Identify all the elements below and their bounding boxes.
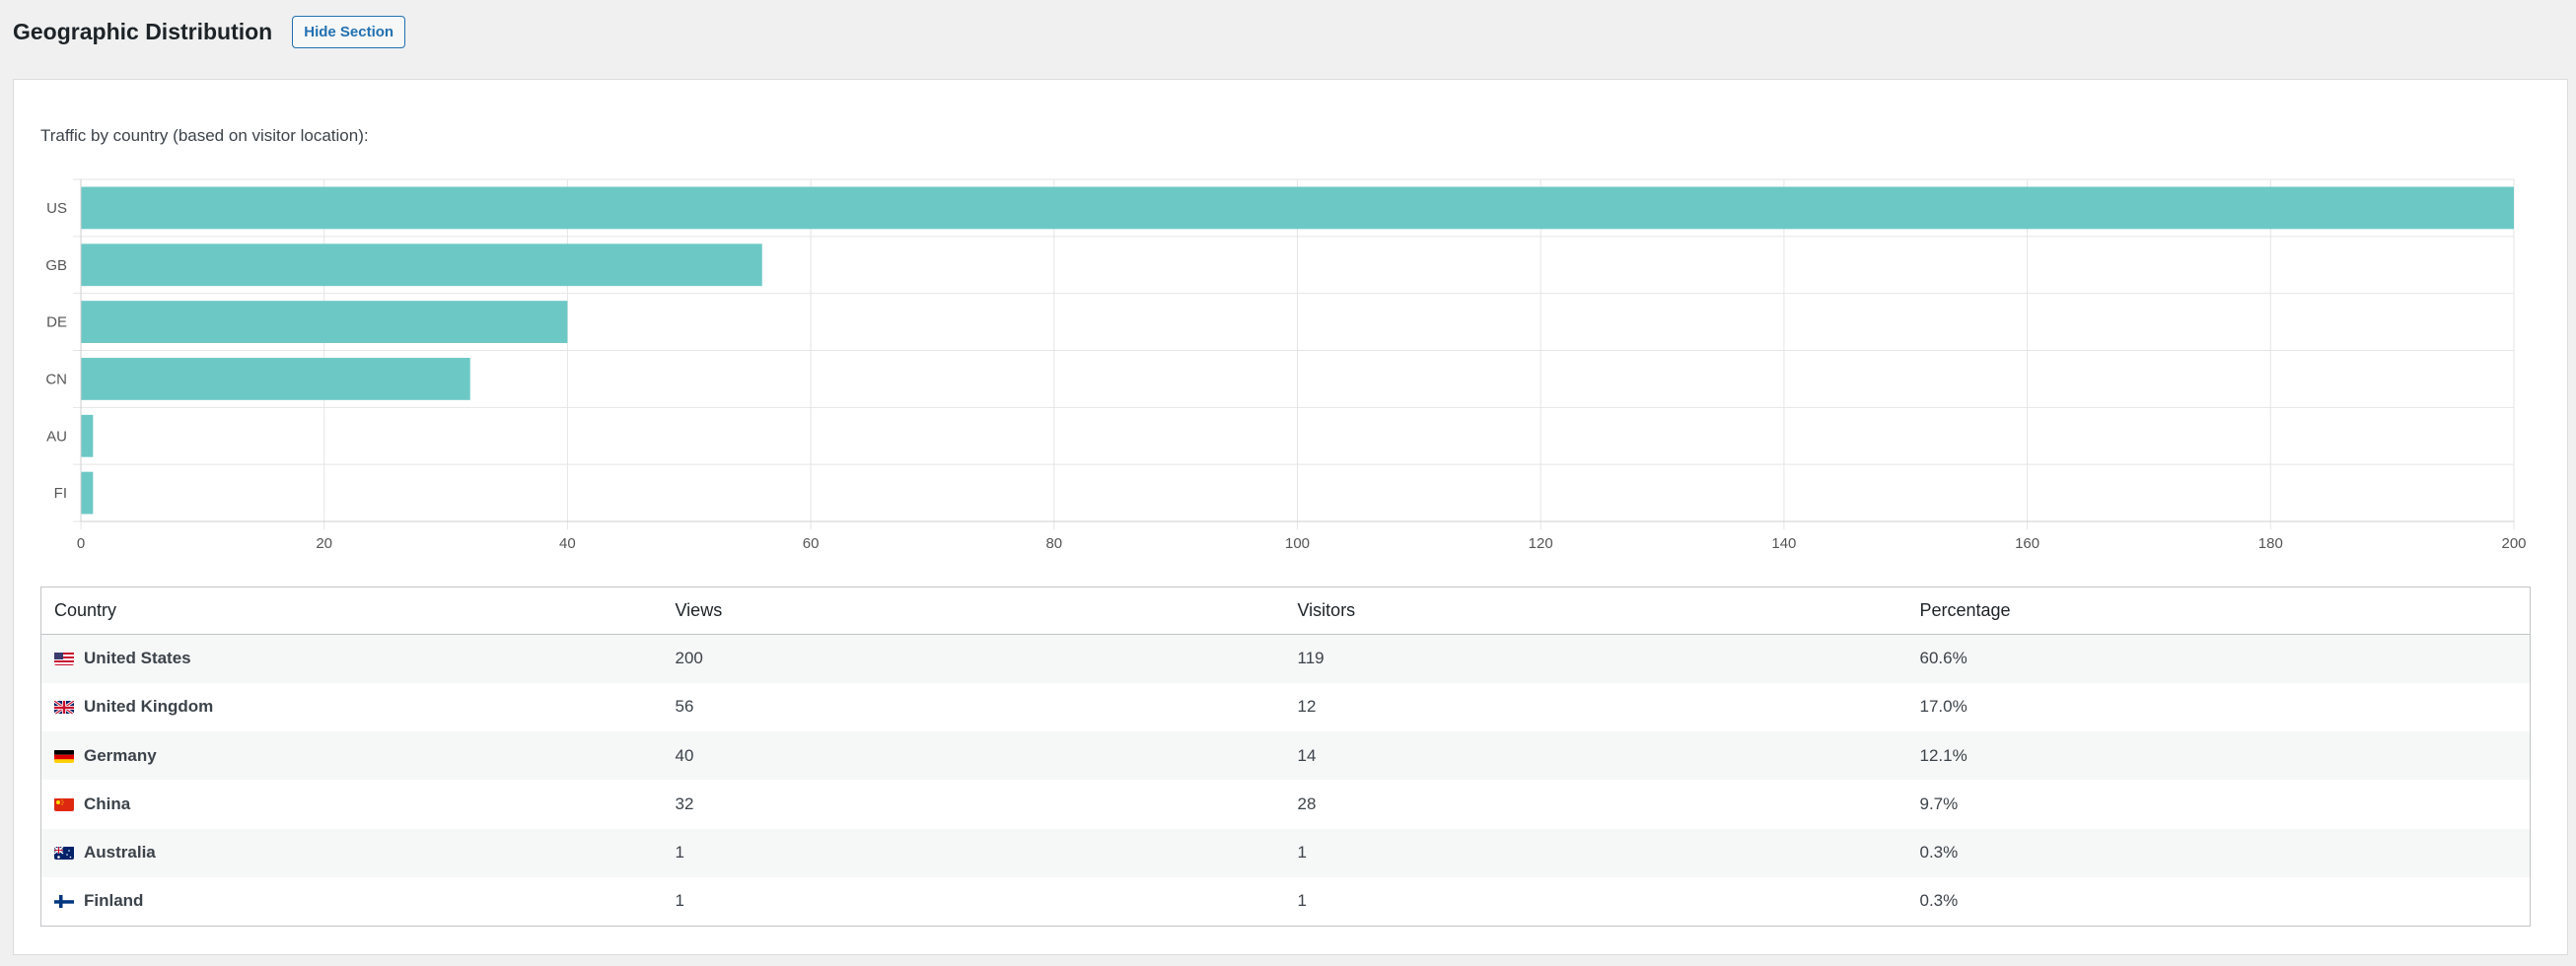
x-tick-label: 120	[1529, 535, 1553, 552]
percentage-cell: 0.3%	[1919, 843, 1959, 862]
y-category-label: GB	[45, 257, 67, 274]
geographic-card: Traffic by country (based on visitor loc…	[13, 79, 2568, 955]
chart-caption: Traffic by country (based on visitor loc…	[40, 126, 369, 145]
country-name: United Kingdom	[84, 697, 214, 717]
country-cell: Finland	[41, 877, 663, 926]
y-category-label: DE	[46, 314, 67, 331]
views-cell: 40	[675, 745, 694, 765]
table-row: United States 200 119 60.6%	[40, 634, 2531, 683]
y-category-label: US	[46, 200, 67, 217]
country-name: Australia	[84, 843, 156, 862]
country-cell: United States	[41, 635, 663, 683]
au-flag-icon	[54, 846, 74, 861]
table-header-row: Country Views Visitors Percentage	[40, 586, 2531, 635]
visitors-cell: 14	[1297, 745, 1317, 765]
table-row: Germany 40 14 12.1%	[40, 731, 2531, 781]
views-cell: 1	[675, 891, 684, 911]
fi-flag-icon	[54, 894, 74, 909]
visitors-cell: 1	[1297, 891, 1307, 911]
country-cell: China	[41, 780, 663, 828]
section-header: Geographic Distribution Hide Section	[13, 14, 406, 48]
percentage-cell: 17.0%	[1919, 697, 1968, 717]
bar-gb	[81, 243, 762, 287]
country-name: China	[84, 794, 131, 814]
bar-cn	[81, 358, 470, 400]
cn-flag-icon	[54, 797, 74, 812]
percentage-cell: 0.3%	[1919, 891, 1959, 911]
bar-au	[81, 414, 94, 457]
header-country[interactable]: Country	[40, 586, 663, 635]
percentage-cell: 9.7%	[1919, 794, 1959, 814]
x-tick-label: 140	[1771, 535, 1796, 552]
table-row: Finland 1 1 0.3%	[40, 876, 2531, 927]
x-tick-label: 40	[559, 535, 576, 552]
bar-us	[81, 186, 2514, 230]
country-name: Finland	[84, 891, 144, 911]
views-cell: 1	[675, 843, 684, 862]
visitors-cell: 12	[1297, 697, 1317, 717]
header-views[interactable]: Views	[662, 586, 1285, 635]
country-cell: Australia	[41, 829, 663, 877]
views-cell: 56	[675, 697, 694, 717]
country-cell: United Kingdom	[41, 683, 663, 731]
x-tick-label: 160	[2015, 535, 2039, 552]
bar-fi	[81, 471, 94, 515]
x-tick-label: 80	[1045, 535, 1062, 552]
y-category-label: AU	[46, 428, 67, 445]
country-cell: Germany	[41, 731, 663, 780]
header-visitors[interactable]: Visitors	[1284, 586, 1907, 635]
country-table: Country Views Visitors Percentage United…	[40, 586, 2531, 927]
us-flag-icon	[54, 652, 74, 666]
x-tick-label: 100	[1285, 535, 1310, 552]
x-tick-label: 180	[2258, 535, 2283, 552]
hide-section-button[interactable]: Hide Section	[292, 16, 406, 48]
y-category-label: FI	[54, 485, 67, 502]
country-name: Germany	[84, 745, 157, 765]
de-flag-icon	[54, 749, 74, 763]
percentage-cell: 60.6%	[1919, 649, 1968, 668]
country-name: United States	[84, 649, 191, 668]
table-row: Australia 1 1 0.3%	[40, 828, 2531, 877]
percentage-cell: 12.1%	[1919, 745, 1968, 765]
section-title: Geographic Distribution	[13, 18, 273, 44]
country-bar-chart: 0 20 40 60 80 100 120 140 160 180 200 US GB DE CN AU FI	[45, 178, 2527, 552]
x-tick-label: 200	[2501, 535, 2526, 552]
visitors-cell: 1	[1297, 843, 1307, 862]
x-tick-label: 0	[77, 535, 85, 552]
visitors-cell: 28	[1297, 794, 1317, 814]
gb-flag-icon	[54, 700, 74, 715]
x-tick-label: 60	[803, 535, 820, 552]
x-tick-label: 20	[316, 535, 332, 552]
views-cell: 32	[675, 794, 694, 814]
table-row: United Kingdom 56 12 17.0%	[40, 682, 2531, 732]
header-percentage[interactable]: Percentage	[1906, 586, 2531, 635]
visitors-cell: 119	[1297, 649, 1324, 668]
y-category-label: CN	[45, 371, 67, 387]
views-cell: 200	[675, 649, 703, 668]
table-row: China 32 28 9.7%	[40, 780, 2531, 829]
bar-de	[81, 301, 568, 343]
